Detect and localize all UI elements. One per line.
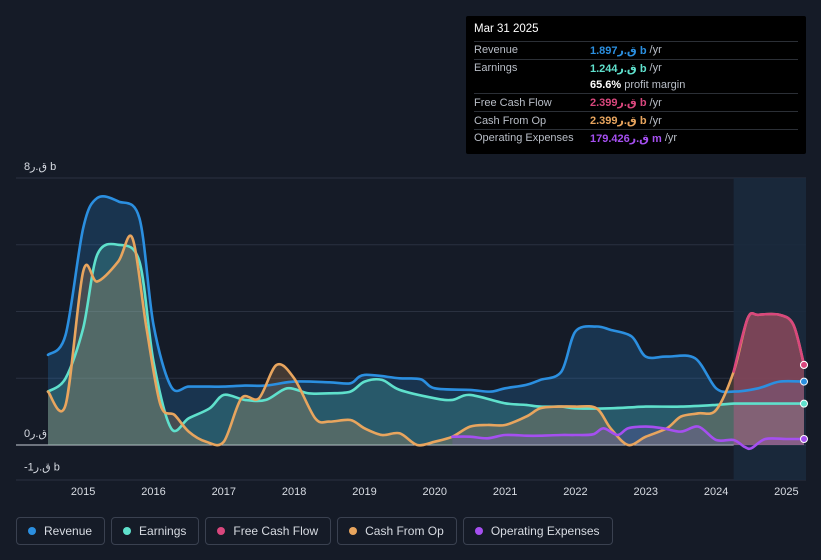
legend: Revenue Earnings Free Cash Flow Cash Fro… [16, 517, 613, 545]
cash-from-op-dot-icon [349, 527, 358, 535]
x-tick-label: 2015 [71, 486, 95, 498]
x-tick-label: 2019 [352, 486, 376, 498]
legend-label: Free Cash Flow [233, 524, 319, 538]
legend-item-free-cash-flow[interactable]: Free Cash Flow [205, 517, 332, 545]
legend-label: Cash From Op [365, 524, 444, 538]
x-tick-label: 2020 [423, 486, 447, 498]
legend-label: Operating Expenses [490, 524, 600, 538]
free-cash-flow-dot-icon [217, 527, 226, 535]
legend-item-cash-from-op[interactable]: Cash From Op [337, 517, 457, 545]
series-lines [46, 195, 806, 451]
tooltip-unit: /yr [649, 62, 662, 75]
operating-expenses-line [451, 425, 806, 451]
operating-expenses-end-point [800, 434, 808, 443]
tooltip-row-free-cash-flow: Free Cash Flow 2.399ق.ر b /yr [474, 93, 798, 111]
tooltip-value: 1.897ق.ر b [590, 44, 647, 57]
tooltip-label: Revenue [474, 44, 519, 57]
x-tick-label: 2025 [774, 486, 798, 498]
revenue-line [46, 195, 806, 394]
legend-item-operating-expenses[interactable]: Operating Expenses [462, 517, 613, 545]
tooltip: Mar 31 2025 Revenue 1.897ق.ر b /yr Earni… [466, 16, 806, 154]
operating-expenses-area [452, 426, 804, 449]
tooltip-unit: /yr [649, 44, 662, 57]
x-tick-label: 2018 [282, 486, 306, 498]
earnings-end-point [800, 399, 808, 408]
free-cash-flow-area [733, 313, 804, 445]
free-cash-flow-line [732, 311, 806, 373]
tooltip-value: 1.244ق.ر b [590, 62, 647, 75]
series-areas [48, 196, 804, 449]
y-tick-label: 8ق.ر b [24, 161, 56, 173]
tooltip-unit: /yr [664, 132, 678, 145]
y-tick-label: 0ق.ر [24, 428, 47, 440]
legend-item-earnings[interactable]: Earnings [111, 517, 200, 545]
tooltip-label: Operating Expenses [474, 132, 574, 145]
x-tick-label: 2023 [634, 486, 658, 498]
tooltip-value: 2.399ق.ر b [590, 97, 647, 110]
tooltip-row-operating-expenses: Operating Expenses 179.426ق.ر m /yr [474, 128, 798, 147]
free-cash-flow-end-point [800, 360, 808, 369]
tooltip-row-revenue: Revenue 1.897ق.ر b /yr [474, 41, 798, 59]
earnings-area [48, 243, 804, 445]
tooltip-value: 2.399ق.ر b [590, 115, 647, 128]
y-axis-labels: 8ق.ر b 0ق.ر -1ق.ر b [24, 161, 60, 473]
x-tick-label: 2021 [493, 486, 517, 498]
x-tick-label: 2024 [704, 486, 728, 498]
legend-item-revenue[interactable]: Revenue [16, 517, 106, 545]
legend-label: Revenue [44, 524, 93, 538]
operating-expenses-dot-icon [474, 527, 483, 535]
x-tick-label: 2022 [563, 486, 587, 498]
tooltip-unit: /yr [649, 114, 662, 127]
tooltip-unit: profit margin [624, 78, 686, 91]
y-tick-label: -1ق.ر b [24, 461, 60, 473]
tooltip-label: Free Cash Flow [474, 96, 552, 109]
tooltip-value: 65.6% [590, 78, 622, 91]
tooltip-label: Cash From Op [474, 114, 547, 127]
series-end-dots [800, 360, 808, 443]
cash-from-op-line [46, 234, 806, 447]
revenue-end-point [800, 377, 808, 386]
x-tick-label: 2016 [141, 486, 165, 498]
earnings-dot-icon [123, 527, 132, 535]
x-tick-label: 2017 [212, 486, 236, 498]
tooltip-unit: /yr [649, 96, 662, 109]
tooltip-value: 179.426ق.ر m [590, 132, 662, 145]
tooltip-row-cash-from-op: Cash From Op 2.399ق.ر b /yr [474, 111, 798, 129]
x-axis-labels: 2015 2016 2017 2018 2019 2020 2021 2022 2023 2024… [71, 486, 799, 498]
cash-from-op-area [48, 235, 804, 446]
tooltip-label: Earnings [474, 62, 518, 75]
tooltip-date: Mar 31 2025 [474, 23, 539, 35]
revenue-dot-icon [28, 527, 36, 535]
revenue-area [48, 196, 804, 445]
earnings-line [46, 242, 806, 433]
legend-label: Earnings [139, 524, 187, 538]
tooltip-row-profit-margin: 65.6% profit margin [474, 77, 798, 94]
tooltip-row-earnings: Earnings 1.244ق.ر b /yr [474, 58, 798, 77]
